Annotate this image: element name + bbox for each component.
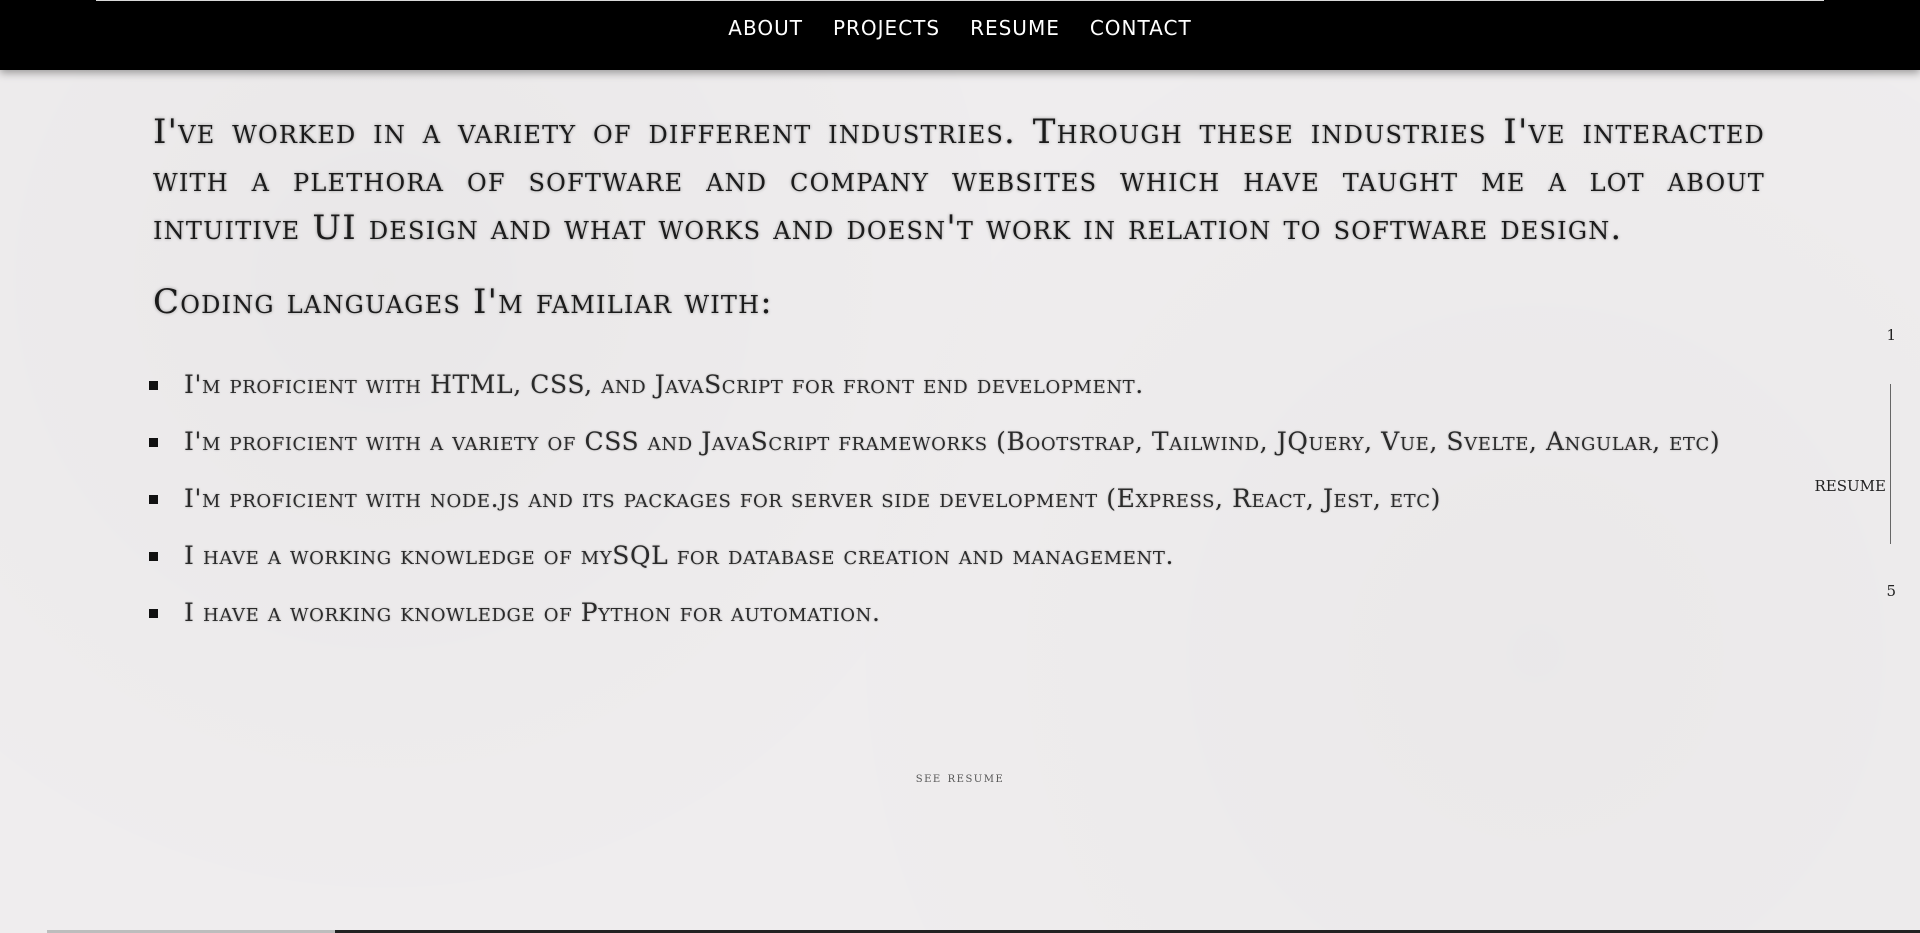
nav-link-about[interactable]: ABOUT (728, 16, 803, 40)
list-item: I'm proficient with a variety of CSS and… (149, 423, 1765, 460)
list-item: I have a working knowledge of Python for… (149, 594, 1765, 631)
bullet-icon (149, 381, 158, 390)
navbar-top-divider (96, 0, 1824, 1)
languages-heading: Coding languages I'm familiar with: (153, 282, 773, 322)
bullet-icon (149, 552, 158, 561)
resume-section: I've worked in a variety of different in… (149, 108, 1765, 651)
top-navbar: ABOUT PROJECTS RESUME CONTACT (0, 0, 1920, 70)
bullet-icon (149, 495, 158, 504)
list-item-text: I have a working knowledge of mySQL for … (184, 541, 1175, 570)
pager-track (1890, 384, 1891, 544)
pager-start-number: 1 (1886, 326, 1896, 344)
bottom-scroll-track (47, 930, 1920, 933)
bullet-icon (149, 438, 158, 447)
list-item-text: I'm proficient with node.js and its pack… (184, 484, 1442, 513)
list-item-text: I have a working knowledge of Python for… (184, 598, 881, 627)
list-item-text: I'm proficient with HTML, CSS, and JavaS… (184, 370, 1144, 399)
list-item: I have a working knowledge of mySQL for … (149, 537, 1765, 574)
pager-end-number: 5 (1886, 582, 1896, 600)
pager-current-section[interactable]: RESUME (1814, 477, 1886, 495)
nav-link-contact[interactable]: CONTACT (1089, 16, 1192, 40)
see-resume-link[interactable]: see resume (915, 770, 1005, 786)
bullet-icon (149, 609, 158, 618)
section-pager: 1 RESUME 5 (1760, 326, 1900, 606)
main-nav: ABOUT PROJECTS RESUME CONTACT (0, 0, 1920, 56)
list-item-text: I'm proficient with a variety of CSS and… (184, 427, 1721, 456)
list-item: I'm proficient with HTML, CSS, and JavaS… (149, 366, 1765, 403)
languages-list: I'm proficient with HTML, CSS, and JavaS… (149, 366, 1765, 631)
bottom-scroll-thumb[interactable] (47, 930, 335, 933)
list-item: I'm proficient with node.js and its pack… (149, 480, 1765, 517)
nav-link-resume[interactable]: RESUME (970, 16, 1060, 40)
intro-paragraph: I've worked in a variety of different in… (153, 112, 1765, 248)
nav-link-projects[interactable]: PROJECTS (832, 16, 941, 40)
